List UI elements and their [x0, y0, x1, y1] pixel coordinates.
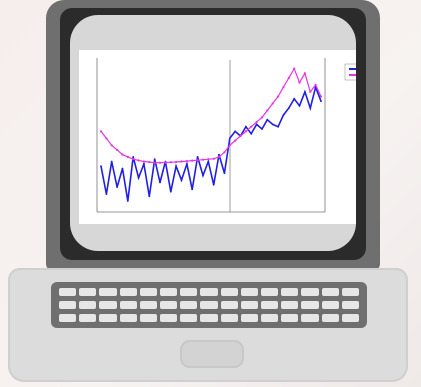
data-point — [319, 95, 323, 98]
keyboard-row — [59, 288, 360, 296]
trackpad — [180, 340, 244, 368]
data-point — [186, 163, 188, 165]
laptop-screen — [70, 15, 356, 251]
data-point — [159, 181, 161, 184]
data-point — [250, 132, 253, 135]
data-point — [169, 161, 172, 164]
data-point — [304, 91, 306, 93]
data-point — [271, 123, 274, 126]
data-point — [207, 160, 210, 163]
data-point — [110, 160, 113, 163]
data-point — [99, 130, 103, 133]
data-point — [218, 153, 220, 156]
data-point — [132, 158, 135, 161]
chart-frame — [79, 50, 356, 224]
data-point — [191, 188, 194, 191]
data-point — [309, 107, 312, 109]
data-point — [298, 81, 301, 84]
data-point — [180, 179, 183, 182]
data-point — [228, 137, 231, 140]
data-point — [223, 172, 226, 175]
data-point — [175, 165, 177, 168]
data-point — [303, 72, 306, 75]
series-magenta — [99, 67, 323, 164]
data-point — [234, 139, 237, 142]
data-point — [110, 144, 113, 147]
data-point — [100, 165, 102, 168]
data-point — [260, 116, 264, 119]
data-point — [158, 161, 162, 164]
data-point — [185, 160, 188, 163]
data-point — [282, 86, 285, 89]
keyboard-row — [59, 314, 360, 322]
laptop-lid — [46, 0, 380, 270]
data-point — [137, 176, 140, 179]
data-point — [142, 160, 145, 163]
data-point — [180, 160, 183, 163]
data-point — [250, 125, 253, 128]
data-point — [137, 159, 140, 162]
data-point — [121, 167, 124, 170]
data-point — [153, 158, 156, 161]
data-point — [228, 144, 231, 147]
data-point — [116, 186, 118, 189]
series-line — [100, 84, 322, 202]
data-point — [261, 128, 263, 130]
data-point — [217, 155, 221, 158]
data-point — [116, 148, 119, 151]
data-point — [266, 109, 269, 112]
data-point — [126, 200, 129, 202]
data-point — [191, 159, 194, 162]
data-point — [255, 121, 258, 124]
data-point — [212, 157, 215, 160]
data-point — [239, 134, 242, 138]
data-point — [314, 83, 317, 86]
keyboard — [51, 282, 367, 328]
data-point — [255, 123, 258, 126]
data-point — [105, 193, 108, 196]
data-point — [298, 104, 301, 107]
data-point — [175, 160, 178, 164]
data-point — [223, 151, 226, 154]
data-point — [244, 130, 247, 133]
data-point — [169, 190, 172, 193]
data-point — [196, 156, 199, 158]
data-point — [277, 95, 280, 98]
laptop-base — [8, 268, 408, 382]
data-point — [234, 130, 237, 133]
data-point — [309, 90, 312, 93]
data-point — [320, 100, 322, 103]
plot-area — [79, 50, 356, 224]
data-point — [277, 125, 279, 128]
legend — [344, 63, 356, 81]
data-point — [245, 125, 247, 128]
data-point — [153, 161, 156, 164]
keyboard-row — [59, 301, 360, 309]
legend-box — [344, 63, 356, 81]
line-chart — [79, 50, 356, 224]
data-point — [266, 118, 269, 121]
data-point — [148, 160, 151, 164]
data-point — [132, 156, 135, 158]
data-point — [287, 76, 290, 79]
data-point — [126, 155, 129, 158]
data-point — [201, 158, 205, 161]
series-blue — [100, 84, 322, 202]
data-point — [271, 102, 274, 105]
data-point — [293, 67, 296, 70]
data-point — [212, 183, 215, 186]
data-point — [143, 163, 145, 165]
data-point — [287, 107, 290, 109]
data-point — [105, 137, 108, 140]
data-point — [207, 158, 210, 161]
data-point — [121, 153, 124, 156]
data-point — [293, 97, 296, 100]
screen-bezel — [60, 8, 366, 260]
data-point — [282, 114, 285, 116]
data-point — [196, 159, 199, 162]
data-point — [148, 195, 151, 198]
data-point — [202, 174, 204, 177]
data-point — [164, 161, 167, 164]
